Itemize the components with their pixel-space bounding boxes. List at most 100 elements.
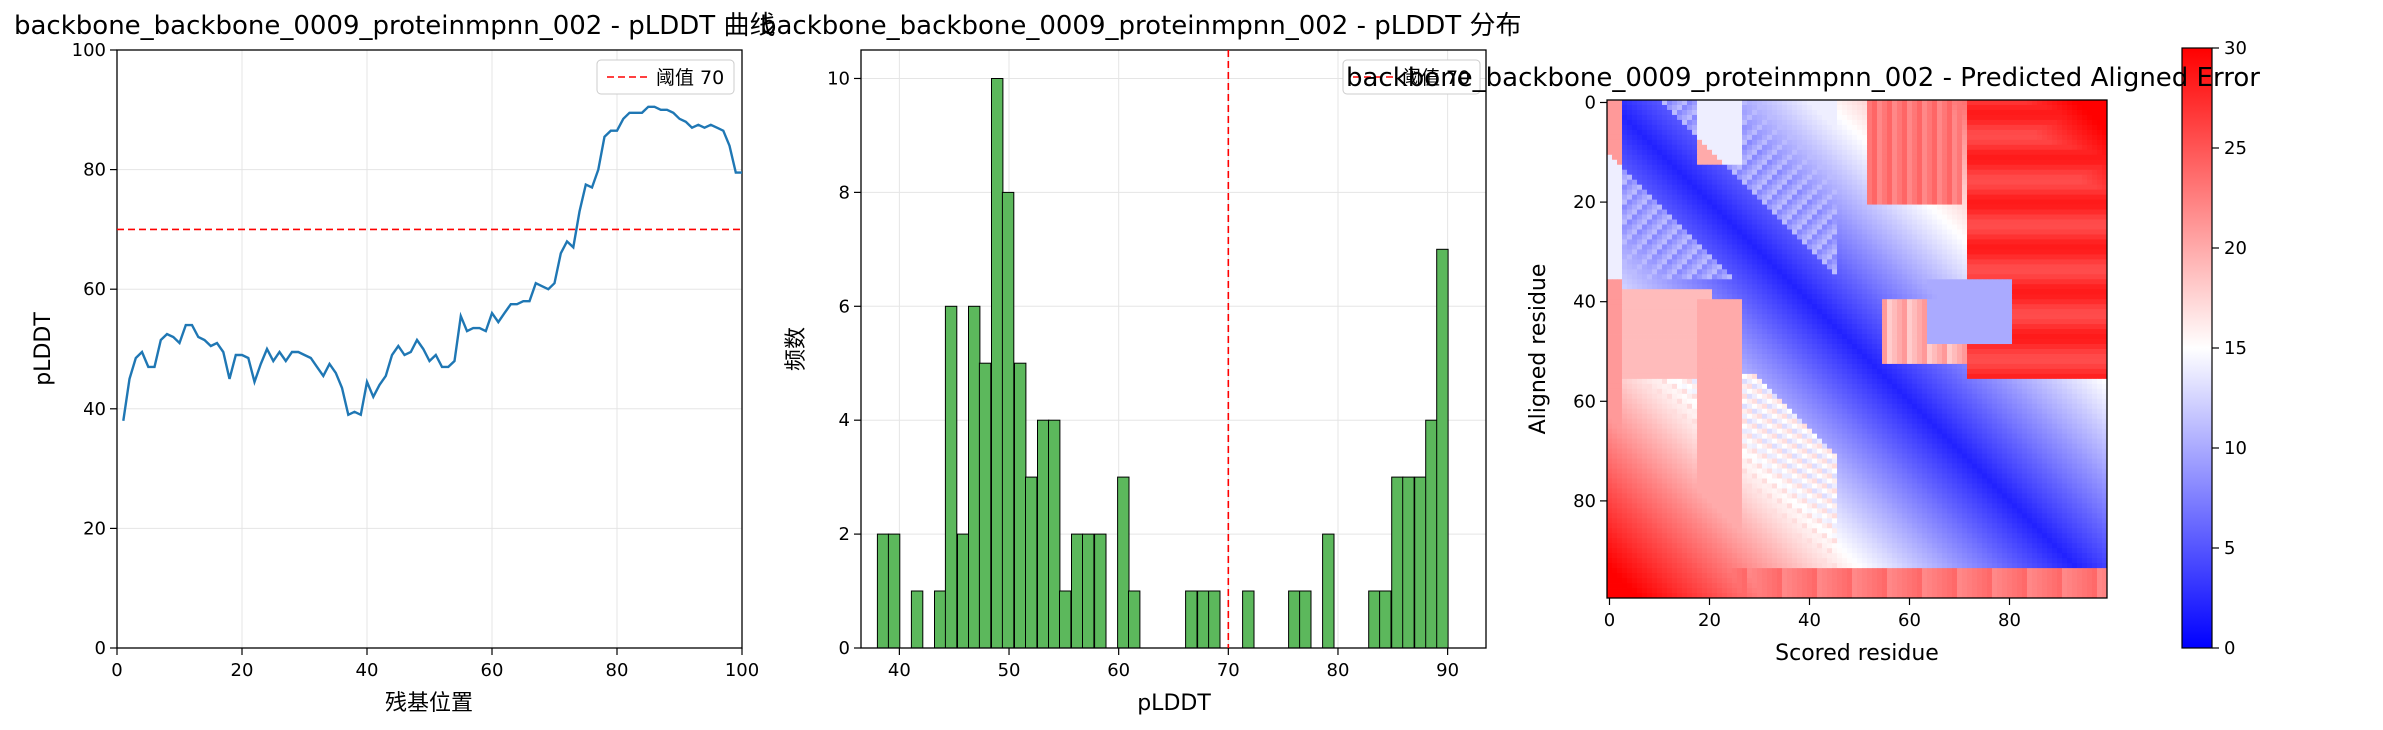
heatmap-cell [1682,339,1688,345]
heatmap-cell [1937,329,1943,335]
heatmap-cell [1672,224,1678,230]
heatmap-cell [1882,289,1888,295]
heatmap-cell [1727,289,1733,295]
heatmap-cell [1847,209,1853,215]
heatmap-cell [1892,159,1898,166]
heatmap-cell [1617,279,1623,285]
heatmap-cell [1692,179,1698,186]
heatmap-cell [1717,284,1723,290]
heatmap-cell [1632,199,1638,205]
heatmap-cell [2072,134,2078,141]
heatmap-cell [1677,239,1683,245]
heatmap-cell [1617,259,1623,265]
heatmap-cell [1677,274,1683,280]
heatmap-cell [1777,194,1783,200]
heatmap-cell [2027,279,2033,285]
heatmap-cell [2097,254,2103,260]
heatmap-cell [1827,194,1833,200]
heatmap-cell [1882,279,1888,285]
heatmap-cell [1902,284,1908,290]
heatmap-cell [1767,324,1773,330]
heatmap-cell [1607,239,1613,245]
heatmap-cell [1812,229,1818,235]
heatmap-cell [1922,169,1928,176]
heatmap-cell [1627,299,1633,305]
heatmap-cell [2002,249,2008,255]
heatmap-cell [1987,279,1993,285]
heatmap-cell [2017,129,2023,136]
heatmap-cell [1672,319,1678,325]
heatmap-cell [1972,324,1978,330]
heatmap-cell [1837,164,1843,171]
heatmap-cell [2052,269,2058,275]
heatmap-cell [1962,199,1968,205]
heatmap-cell [2027,254,2033,260]
heatmap-cell [1862,179,1868,186]
heatmap-cell [2077,304,2083,310]
heatmap-cell [1947,219,1953,225]
heatmap-cell [1792,174,1798,181]
heatmap-cell [1977,164,1983,171]
heatmap-cell [1652,294,1658,300]
heatmap-cell [1922,289,1928,295]
heatmap-cell [2022,139,2028,146]
heatmap-cell [1677,219,1683,225]
heatmap-cell [1927,234,1933,240]
heatmap-cell [2092,334,2098,340]
heatmap-cell [2042,199,2048,205]
heatmap-cell [1667,139,1673,146]
heatmap-cell [1787,319,1793,325]
heatmap-cell [1807,134,1813,141]
heatmap-cell [1937,109,1943,116]
heatmap-cell [1662,339,1668,345]
heatmap-cell [1742,334,1748,340]
heatmap-cell [1627,329,1633,335]
heatmap-cell [1677,124,1683,131]
heatmap-cell [1627,194,1633,200]
heatmap-cell [1722,139,1728,146]
heatmap-cell [1892,314,1898,320]
heatmap-cell [1787,229,1793,235]
heatmap-cell [1797,100,1803,106]
heatmap-cell [1952,284,1958,290]
heatmap-cell [1617,299,1623,305]
heatmap-cell [1687,279,1693,285]
heatmap-cell [1822,239,1828,245]
heatmap-cell [1817,219,1823,225]
heatmap-cell [1617,289,1623,295]
heatmap-cell [1952,249,1958,255]
heatmap-cell [1852,124,1858,131]
heatmap-cell [1882,184,1888,191]
heatmap-cell [1992,129,1998,136]
heatmap-cell [1792,134,1798,141]
heatmap-cell [1957,119,1963,126]
heatmap-cell [2047,169,2053,176]
heatmap-cell [2002,294,2008,300]
heatmap-cell [1832,244,1838,250]
heatmap-cell [2062,119,2068,126]
heatmap-cell [1862,184,1868,191]
heatmap-cell [1947,100,1953,106]
heatmap-cell [1767,294,1773,300]
heatmap-cell [1847,124,1853,131]
heatmap-cell [2082,164,2088,171]
heatmap-cell [1812,249,1818,255]
heatmap-cell [2077,209,2083,215]
heatmap-cell [1632,284,1638,290]
heatmap-cell [1632,214,1638,220]
heatmap-cell [1627,114,1633,121]
heatmap-cell [2067,244,2073,250]
heatmap-cell [1867,274,1873,280]
heatmap-cell [1967,109,1973,116]
heatmap-cell [1987,294,1993,300]
heatmap-cell [1717,229,1723,235]
heatmap-cell [1732,104,1738,111]
heatmap-cell [1992,314,1998,320]
heatmap-cell [2092,244,2098,250]
heatmap-cell [1887,254,1893,260]
heatmap-cell [2052,279,2058,285]
heatmap-cell [1982,100,1988,106]
heatmap-cell [1672,309,1678,315]
heatmap-cell [1732,284,1738,290]
heatmap-cell [2082,219,2088,225]
